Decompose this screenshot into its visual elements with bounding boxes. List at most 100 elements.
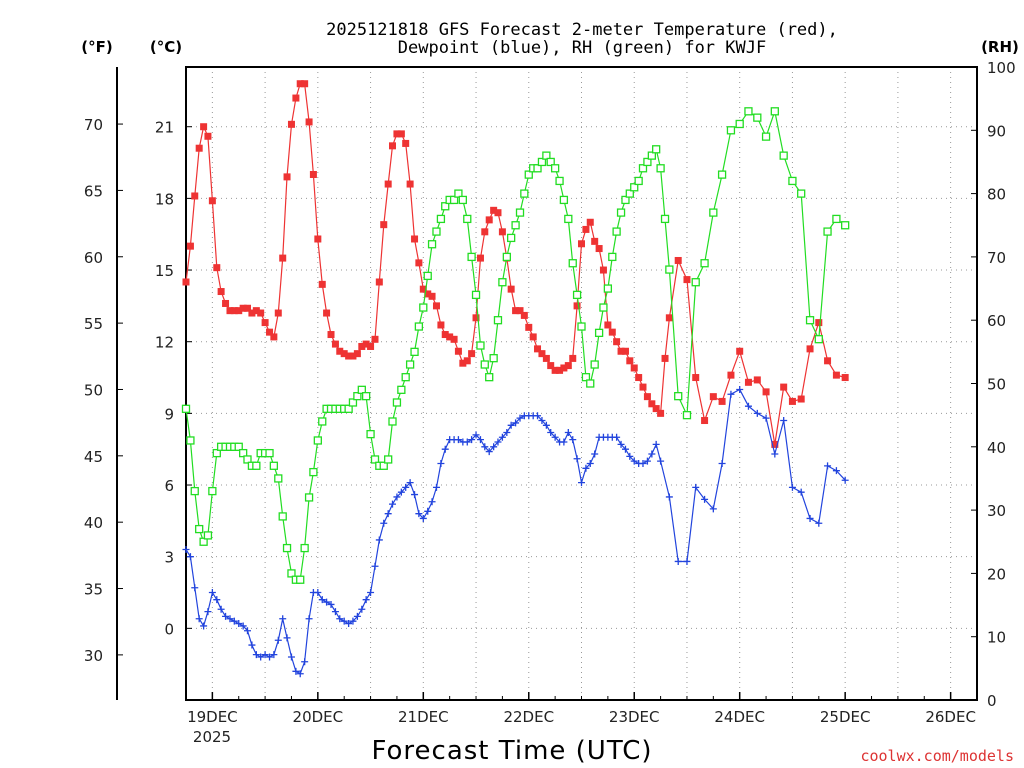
- dewpoint-point: [406, 479, 414, 487]
- celsius-tick-label: 15: [155, 262, 174, 280]
- dewpoint-point: [674, 557, 682, 565]
- temperature-point: [780, 383, 788, 391]
- temperature-point: [788, 397, 796, 405]
- dewpoint-point: [301, 658, 309, 666]
- temperature-point: [454, 347, 462, 355]
- x-tick-label: 24DEC: [714, 708, 765, 726]
- dewpoint-point: [569, 436, 577, 444]
- dewpoint-point: [296, 670, 304, 678]
- rh-point: [208, 486, 217, 496]
- rh-point: [493, 316, 503, 325]
- temperature-point: [481, 228, 489, 236]
- temperature-point: [564, 362, 572, 370]
- temperature-point: [362, 340, 370, 348]
- dewpoint-point: [235, 620, 243, 628]
- rh-point: [190, 486, 199, 496]
- rh-point: [599, 303, 608, 312]
- dewpoint-point: [424, 507, 432, 515]
- temperature-point: [626, 357, 634, 365]
- temperature-point: [727, 371, 735, 379]
- temperature-point: [274, 309, 282, 317]
- dewpoint-point: [358, 605, 366, 613]
- dewpoint-point: [248, 641, 256, 649]
- rh-point: [309, 467, 318, 477]
- rh-point: [463, 214, 472, 224]
- dewpoint-point: [665, 493, 673, 501]
- rh-point: [805, 316, 815, 325]
- temperature-point: [446, 333, 454, 341]
- rh-point: [471, 290, 481, 300]
- dewpoint-point: [538, 417, 546, 425]
- dewpoint-point: [266, 653, 274, 661]
- temperature-point: [270, 333, 278, 341]
- rh-point: [203, 531, 213, 540]
- temperature-point: [239, 304, 247, 312]
- dewpoint-point: [323, 598, 331, 606]
- rh-point: [239, 448, 248, 458]
- temperature-point: [815, 319, 823, 327]
- temperature-point: [345, 352, 353, 360]
- temperature-point: [556, 366, 564, 374]
- dewpoint-point: [788, 483, 796, 491]
- temperature-point: [463, 357, 471, 365]
- dewpoint-point: [270, 651, 278, 659]
- dewpoint-point: [305, 615, 313, 623]
- rh-point: [564, 214, 573, 224]
- dewpoint-point: [762, 414, 770, 422]
- rh-point: [423, 271, 432, 281]
- temperature-point: [402, 139, 410, 147]
- dewpoint-point: [340, 617, 348, 625]
- celsius-tick-label: 9: [164, 405, 174, 423]
- temperature-point: [279, 254, 287, 262]
- rh-point: [634, 176, 643, 186]
- rh-point: [779, 151, 788, 160]
- credit-text: coolwx.com/models: [860, 747, 1014, 765]
- temperature-point: [287, 120, 295, 128]
- rh-point: [458, 195, 468, 205]
- rh-tick-label: 20: [987, 565, 1006, 583]
- dewpoint-point: [547, 428, 555, 436]
- temperature-point: [459, 359, 467, 367]
- temperature-point: [617, 347, 625, 355]
- dewpoint-series-line: [185, 388, 846, 675]
- rh-point: [476, 341, 485, 350]
- dewpoint-point: [692, 483, 700, 491]
- dewpoint-point: [222, 612, 230, 620]
- temperature-point: [569, 354, 577, 362]
- dewpoint-point: [204, 608, 212, 616]
- dewpoint-point: [230, 617, 238, 625]
- fahrenheit-tick-label: 55: [84, 315, 103, 333]
- dewpoint-point: [516, 414, 524, 422]
- temperature-point: [683, 276, 691, 284]
- rh-point: [542, 151, 551, 160]
- rh-point: [278, 512, 287, 521]
- dewpoint-point: [617, 440, 625, 448]
- rh-point: [717, 170, 727, 179]
- temperature-point: [235, 307, 243, 315]
- dewpoint-point: [573, 455, 581, 463]
- temperature-point: [652, 405, 660, 413]
- rh-point: [234, 442, 243, 451]
- chart-title-line2: Dewpoint (blue), RH (green) for KWJF: [398, 38, 766, 58]
- rh-point: [572, 290, 582, 300]
- temperature-point: [635, 374, 643, 382]
- dewpoint-point: [384, 510, 392, 518]
- dewpoint-point: [252, 651, 260, 659]
- rh-point: [348, 398, 358, 407]
- fahrenheit-tick-label: 65: [84, 182, 103, 200]
- rh-point: [735, 119, 744, 129]
- axes: 30 35 40 45 50 55 60 65 70 0 3 6 9 12 15 18 21 0 10 20 30 40 5…: [84, 59, 1016, 726]
- rh-point: [823, 227, 832, 236]
- dewpoint-point: [314, 589, 322, 597]
- dewpoint-point: [824, 462, 832, 470]
- rh-point: [427, 240, 437, 249]
- rh-point: [550, 164, 560, 173]
- rh-point: [568, 259, 577, 268]
- dewpoint-point: [701, 495, 709, 503]
- dewpoint-point: [353, 612, 361, 620]
- rh-point: [449, 195, 459, 205]
- fahrenheit-tick-label: 30: [84, 647, 103, 665]
- dewpoint-point: [727, 390, 735, 398]
